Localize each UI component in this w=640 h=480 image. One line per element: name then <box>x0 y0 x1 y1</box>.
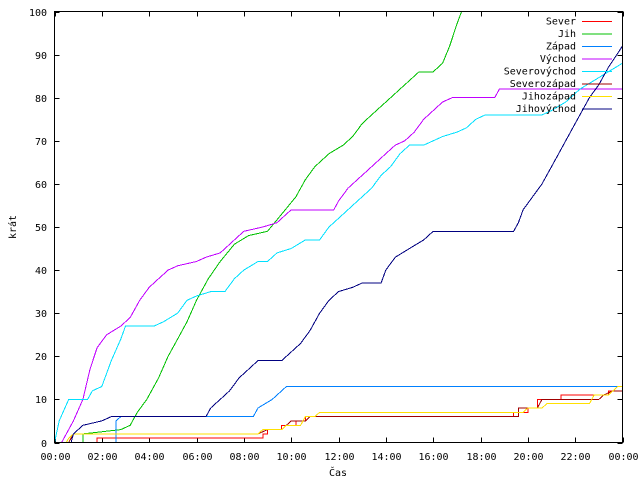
y-tick-label: 0 <box>41 439 47 450</box>
x-tick-label: 00:00 <box>608 452 638 463</box>
axes: 00:00 02:00 04:00 06:00 08:00 10:00 12:00 14:00… <box>29 8 639 463</box>
legend-label: Jihovýchod <box>516 103 576 115</box>
legend-label: Severozápad <box>510 78 576 90</box>
series-line-5 <box>54 62 623 443</box>
x-tick-label: 02:00 <box>87 452 117 463</box>
legend-label: Východ <box>540 53 576 65</box>
x-tick-label: 14:00 <box>371 452 401 463</box>
y-tick-label: 10 <box>35 395 47 406</box>
legend: SeverJihZápadVýchodSeverovýchodSeverozáp… <box>504 17 612 115</box>
x-tick-label: 20:00 <box>513 452 543 463</box>
legend-label: Jihozápad <box>522 91 576 103</box>
y-tick-label: 90 <box>35 51 47 62</box>
y-tick-label: 20 <box>35 352 47 363</box>
series-line-4 <box>54 88 623 443</box>
series-line-2 <box>54 11 463 443</box>
legend-label: Sever <box>546 17 576 28</box>
x-tick-label: 22:00 <box>560 452 590 463</box>
series-lines <box>54 11 623 443</box>
x-tick-label: 10:00 <box>276 452 306 463</box>
legend-label: Severovýchod <box>504 66 576 78</box>
y-tick-label: 100 <box>29 8 47 19</box>
series-line-8 <box>54 45 623 443</box>
x-axis-title: Čas <box>329 466 347 479</box>
y-tick-label: 60 <box>35 180 47 191</box>
x-tick-label: 04:00 <box>134 452 164 463</box>
legend-label: Západ <box>546 41 576 53</box>
series-line-1 <box>54 390 623 443</box>
x-tick-label: 16:00 <box>418 452 448 463</box>
y-tick-label: 30 <box>35 309 47 320</box>
y-tick-label: 50 <box>35 223 47 234</box>
x-tick-label: 12:00 <box>324 452 354 463</box>
y-axis-title: krát <box>7 215 19 239</box>
x-tick-label: 06:00 <box>182 452 212 463</box>
x-tick-label: 00:00 <box>40 452 70 463</box>
x-tick-label: 08:00 <box>229 452 259 463</box>
y-tick-label: 40 <box>35 266 47 277</box>
legend-label: Jih <box>558 29 576 40</box>
y-tick-label: 80 <box>35 94 47 105</box>
y-tick-label: 70 <box>35 137 47 148</box>
series-line-7 <box>54 386 623 443</box>
x-tick-label: 18:00 <box>466 452 496 463</box>
plot-frame <box>54 11 623 443</box>
series-line-3 <box>54 386 623 443</box>
